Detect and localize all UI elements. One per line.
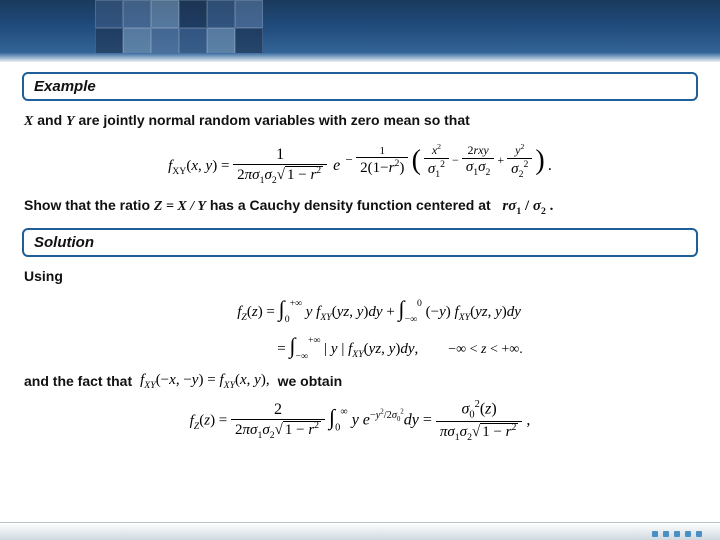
banner	[0, 0, 720, 62]
example-box: Example	[22, 72, 698, 101]
center-value: rσ1 / σ2 .	[502, 198, 553, 214]
intro-text: X and Y are jointly normal random variab…	[24, 111, 696, 132]
slide-content: Example X and Y are jointly normal rando…	[0, 62, 720, 443]
using-text: Using	[24, 267, 696, 286]
integral-formula: fZ(z) = ∫0+∞ y fXY(yz, y)dy + ∫−∞0 (−y) …	[22, 296, 698, 362]
fact-line: and the fact that fXY(−x, −y) = fXY(x, y…	[24, 372, 696, 391]
symmetry-formula: fXY(−x, −y) = fXY(x, y),	[140, 372, 269, 391]
joint-density-formula: fXY(x, y) = 1 2πσ1σ2√1 − r2 e − 12(1−r2)…	[22, 142, 698, 186]
solution-box: Solution	[22, 228, 698, 257]
footer-strip	[0, 522, 720, 540]
show-text: Show that the ratio Z = X / Y has a Cauc…	[24, 196, 696, 218]
footer-dots	[652, 531, 702, 537]
final-formula: fZ(z) = 2 2πσ1σ2√1 − r2 ∫0∞ y e−y2/2σ02d…	[22, 399, 698, 443]
solution-title: Solution	[34, 234, 686, 251]
example-title: Example	[34, 78, 686, 95]
